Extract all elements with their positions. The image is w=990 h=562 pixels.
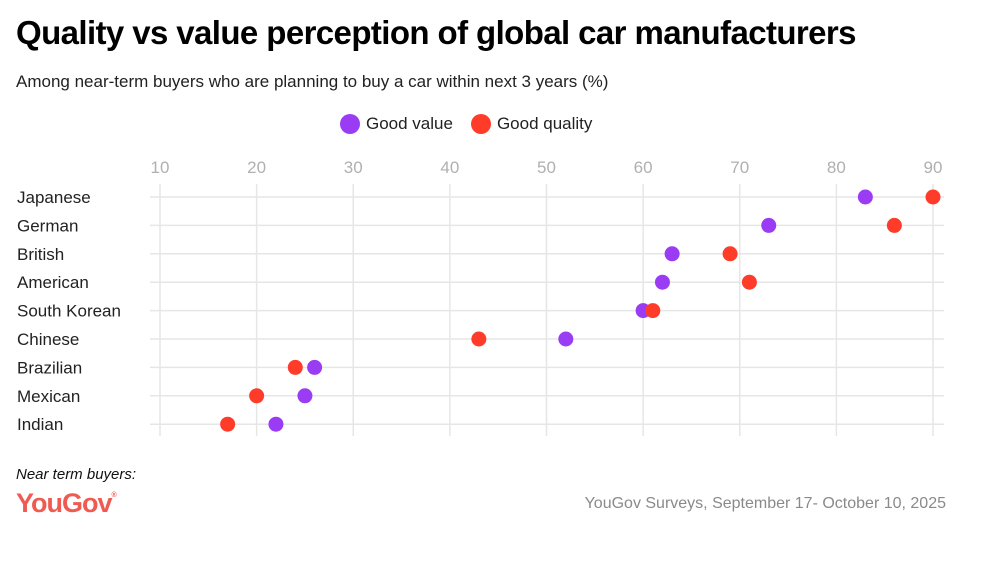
dot-good-quality <box>645 303 661 319</box>
legend-label-good-value: Good value <box>366 114 453 133</box>
data-points <box>220 189 941 432</box>
category-label: Mexican <box>17 387 80 406</box>
category-label: Indian <box>17 415 63 434</box>
x-tick-label: 70 <box>730 158 749 177</box>
dot-good-quality <box>471 331 487 347</box>
dot-good-value <box>297 388 313 404</box>
grid-lines <box>150 184 944 436</box>
footnote: Near term buyers: <box>16 466 137 483</box>
x-tick-label: 60 <box>634 158 653 177</box>
x-tick-label: 40 <box>440 158 459 177</box>
logo-text: YouGov <box>16 488 113 518</box>
category-label: German <box>17 216 78 235</box>
chart-subtitle: Among near-term buyers who are planning … <box>16 72 609 91</box>
source-note: YouGov Surveys, September 17- October 10… <box>584 495 946 512</box>
dot-good-value <box>558 331 574 347</box>
chart-title: Quality vs value perception of global ca… <box>16 14 857 51</box>
dot-good-value <box>268 416 284 432</box>
x-tick-label: 20 <box>247 158 266 177</box>
category-label: Japanese <box>17 188 91 207</box>
dot-good-quality <box>741 274 757 290</box>
dot-good-quality <box>886 217 902 233</box>
dot-good-value <box>761 217 777 233</box>
registered-mark-icon: ® <box>111 492 117 499</box>
x-tick-label: 90 <box>924 158 943 177</box>
x-tick-label: 50 <box>537 158 556 177</box>
dot-good-quality <box>220 416 236 432</box>
legend-swatch-good-quality <box>470 114 491 134</box>
dot-good-quality <box>925 189 941 205</box>
category-label: British <box>17 245 64 264</box>
legend-item-good-quality: Good quality <box>470 114 593 134</box>
dot-good-quality <box>722 246 738 262</box>
dot-good-value <box>857 189 873 205</box>
x-tick-labels: 10 20 30 40 50 60 70 80 90 <box>151 158 943 177</box>
dot-good-quality <box>287 359 303 375</box>
x-tick-label: 10 <box>151 158 170 177</box>
legend: Good value Good quality <box>340 114 602 134</box>
category-label: American <box>17 273 89 292</box>
category-labels: Japanese German British American South Korea… <box>17 188 121 434</box>
dot-good-value <box>654 274 670 290</box>
legend-item-good-value: Good value <box>340 114 453 134</box>
legend-swatch-good-value <box>340 114 360 134</box>
dot-good-value <box>664 246 680 262</box>
category-label: Brazilian <box>17 358 82 377</box>
category-label: South Korean <box>17 302 121 321</box>
x-tick-label: 80 <box>827 158 846 177</box>
legend-label-good-quality: Good quality <box>496 114 593 133</box>
yougov-logo: YouGov® <box>16 488 117 519</box>
x-tick-label: 30 <box>344 158 363 177</box>
category-label: Chinese <box>17 330 79 349</box>
dot-good-value <box>307 359 323 375</box>
dot-good-quality <box>249 388 265 404</box>
